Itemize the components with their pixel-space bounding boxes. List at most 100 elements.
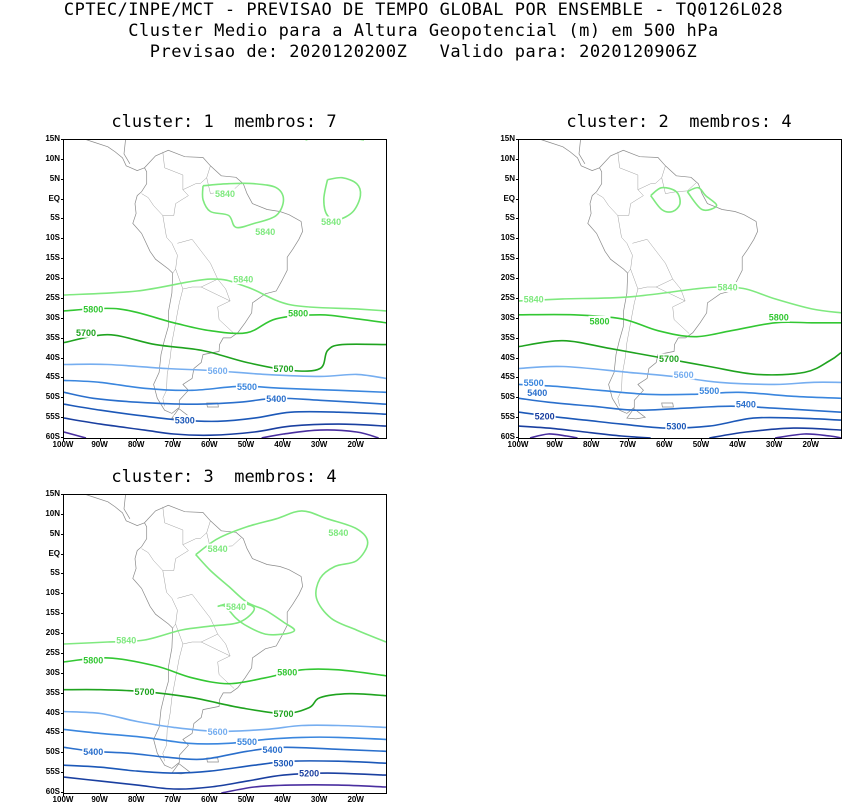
lat-tick bbox=[61, 437, 64, 438]
lat-tick bbox=[61, 357, 64, 359]
coastline bbox=[123, 495, 131, 519]
lat-tick-label: 25S bbox=[45, 647, 60, 657]
map-frame: 5840 5840 5840 5840 5800 5800 5700 5700 5600 5500… bbox=[63, 139, 387, 439]
lat-tick bbox=[61, 613, 64, 615]
contour-label: 5700 bbox=[134, 687, 154, 697]
lon-tick bbox=[591, 438, 593, 441]
lon-tick bbox=[172, 438, 174, 441]
lat-tick bbox=[61, 278, 64, 280]
lat-tick-label: 15S bbox=[45, 253, 60, 263]
lat-tick-label: 10N bbox=[45, 508, 60, 518]
lon-tick bbox=[282, 793, 284, 796]
country-border bbox=[175, 594, 219, 645]
contour-5500 bbox=[64, 728, 386, 745]
lon-tick bbox=[355, 438, 357, 441]
lat-tick bbox=[61, 198, 64, 200]
lat-tick-label: 10N bbox=[500, 153, 515, 163]
lat-tick bbox=[516, 238, 519, 240]
lon-tick bbox=[209, 793, 211, 796]
contour-label: 5700 bbox=[76, 328, 96, 338]
contour-label: 5840 bbox=[328, 528, 348, 538]
contour-5400 bbox=[64, 391, 386, 406]
contour-label-bg bbox=[206, 365, 229, 376]
contour-5300 bbox=[64, 403, 386, 423]
contour-label-bg bbox=[206, 543, 229, 554]
lat-tick-label: 10S bbox=[500, 233, 515, 243]
lat-tick bbox=[516, 337, 519, 339]
country-border bbox=[175, 239, 219, 290]
lon-tick bbox=[355, 793, 357, 796]
contour-label-bg bbox=[327, 527, 350, 538]
lat-tick bbox=[516, 218, 519, 220]
contour-label: 5300 bbox=[666, 422, 686, 432]
lat-tick bbox=[516, 178, 519, 180]
lon-tick-label: 100W bbox=[52, 440, 74, 449]
lon-tick bbox=[518, 438, 519, 441]
country-border bbox=[617, 215, 633, 274]
lon-tick bbox=[245, 438, 247, 441]
contour-5700 bbox=[64, 688, 386, 715]
contour-label-bg bbox=[224, 601, 247, 612]
lon-tick bbox=[554, 438, 556, 441]
lat-tick-label: EQ bbox=[503, 193, 515, 203]
contour-label-bg bbox=[734, 399, 757, 410]
contour-label: 5800 bbox=[83, 655, 103, 665]
lat-tick bbox=[61, 593, 64, 595]
contour-label-bg bbox=[287, 307, 310, 318]
contour-label-bg bbox=[82, 303, 105, 314]
lon-tick bbox=[99, 438, 101, 441]
country-border bbox=[162, 570, 178, 629]
lat-tick-label: 55S bbox=[45, 412, 60, 422]
contour-label-bg bbox=[214, 188, 236, 199]
contour-label-bg bbox=[206, 726, 229, 737]
lat-tick bbox=[61, 417, 64, 419]
lat-tick bbox=[516, 317, 519, 319]
contour-5200 bbox=[519, 425, 651, 438]
contour-5100 bbox=[221, 784, 386, 793]
contour-label-bg bbox=[526, 387, 549, 398]
coastline bbox=[578, 140, 586, 164]
lat-tick bbox=[61, 533, 64, 535]
lat-tick bbox=[516, 377, 519, 379]
lat-tick-label: EQ bbox=[48, 548, 60, 558]
lon-tick bbox=[282, 438, 284, 441]
contour-5700 bbox=[64, 333, 386, 372]
header-line-2: Cluster Medio para a Altura Geopotencial… bbox=[128, 21, 719, 41]
contour-label: 5800 bbox=[769, 312, 789, 322]
map-frame: 5840 5840 5840 5840 5800 5800 5700 5700 5600 5500… bbox=[63, 494, 387, 794]
lat-tick bbox=[61, 297, 64, 299]
lat-tick bbox=[516, 397, 519, 399]
lat-tick-label: 50S bbox=[45, 392, 60, 402]
lat-tick-label: 5N bbox=[504, 173, 515, 183]
lat-tick-label: 60S bbox=[500, 432, 515, 441]
contour-label: 5840 bbox=[226, 602, 246, 612]
contour-5700 bbox=[519, 339, 841, 376]
contour-label: 5600 bbox=[208, 366, 228, 376]
lat-tick-label: 10S bbox=[45, 588, 60, 598]
contour-label: 5840 bbox=[255, 227, 275, 237]
contour-5100 bbox=[64, 431, 87, 438]
contour-label-bg bbox=[82, 654, 105, 665]
contour-label-bg bbox=[235, 736, 258, 747]
contour-5100 bbox=[529, 433, 578, 438]
lon-tick-label: 100W bbox=[52, 795, 74, 804]
lat-tick bbox=[516, 139, 519, 140]
contour-label: 5840 bbox=[718, 283, 738, 293]
lat-tick-label: 35S bbox=[500, 332, 515, 342]
lat-tick bbox=[61, 178, 64, 180]
lat-tick bbox=[61, 672, 64, 674]
contour-label: 5840 bbox=[215, 189, 235, 199]
lon-tick-label: 60W bbox=[201, 440, 218, 449]
country-border bbox=[201, 286, 235, 334]
contour-5840 bbox=[195, 510, 386, 643]
lat-tick bbox=[61, 139, 64, 140]
contour-label-bg bbox=[522, 377, 545, 388]
country-border bbox=[162, 643, 184, 762]
contour-5840 bbox=[519, 286, 841, 314]
map-frame: 5840 5840 5800 5800 5700 5600 5500 5500 5400 5400… bbox=[518, 139, 842, 439]
lat-tick bbox=[516, 297, 519, 299]
cluster-1-title: cluster: 1 membros: 7 bbox=[111, 112, 337, 132]
contour-5840 bbox=[201, 182, 285, 229]
contour-map: 5840 5840 5840 5840 5800 5800 5700 5700 5600 5500… bbox=[64, 140, 386, 438]
lon-tick bbox=[810, 438, 812, 441]
